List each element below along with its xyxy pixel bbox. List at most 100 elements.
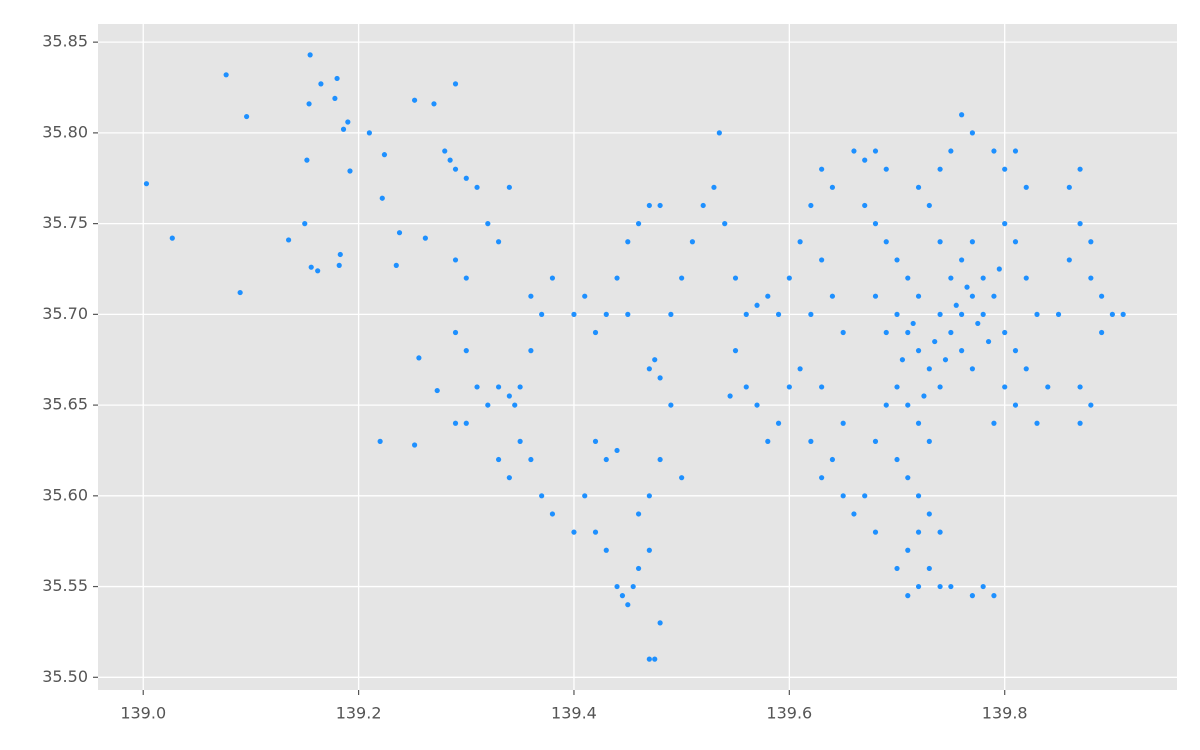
point (862, 157, 868, 163)
point (765, 293, 771, 299)
point (905, 593, 911, 599)
point (775, 311, 782, 317)
point (307, 52, 313, 58)
point (512, 402, 518, 408)
point (819, 166, 825, 172)
point (926, 565, 932, 572)
point (985, 338, 992, 345)
point (905, 402, 911, 408)
point (1109, 311, 1115, 317)
point (379, 195, 385, 201)
point (447, 157, 453, 163)
point (646, 547, 652, 553)
point (237, 289, 243, 296)
point (829, 184, 836, 190)
point (528, 456, 534, 463)
x-tick-label: 139.4 (551, 704, 597, 723)
point (932, 338, 938, 345)
point (975, 320, 981, 327)
point (953, 302, 959, 308)
point (1023, 366, 1029, 372)
point (883, 402, 889, 408)
point (485, 221, 491, 227)
point (452, 329, 459, 336)
point (996, 266, 1002, 272)
point (571, 311, 577, 317)
y-tick-label: 35.85 (42, 32, 88, 51)
point (302, 221, 308, 227)
point (646, 656, 652, 662)
point (689, 239, 696, 245)
point (592, 438, 599, 444)
y-tick-label: 35.50 (42, 667, 88, 686)
point (942, 357, 949, 363)
point (969, 130, 975, 136)
point (506, 393, 512, 399)
point (474, 184, 480, 190)
point (1023, 184, 1029, 190)
point (959, 257, 965, 263)
point (393, 262, 399, 268)
point (452, 420, 459, 426)
point (1066, 257, 1072, 263)
point (991, 420, 997, 426)
point (679, 475, 685, 481)
point (862, 202, 868, 209)
point (463, 348, 469, 354)
point (862, 493, 868, 499)
point (442, 148, 448, 154)
point (905, 475, 911, 481)
point (991, 593, 997, 599)
point (732, 275, 739, 281)
point (416, 355, 422, 361)
plot-background (98, 24, 1177, 690)
point (711, 184, 717, 190)
point (1012, 239, 1019, 245)
point (883, 166, 889, 172)
point (381, 152, 388, 158)
point (727, 393, 733, 399)
point (422, 235, 428, 241)
point (315, 268, 321, 274)
point (539, 311, 545, 317)
point (915, 493, 922, 499)
point (635, 221, 642, 227)
point (657, 375, 663, 381)
point (452, 81, 459, 87)
point (959, 112, 965, 118)
point (463, 275, 469, 281)
point (980, 583, 986, 590)
point (377, 438, 383, 444)
point (829, 456, 836, 463)
point (1023, 275, 1029, 281)
point (899, 357, 906, 363)
point (872, 221, 879, 227)
point (1120, 311, 1126, 317)
point (915, 293, 922, 299)
point (571, 529, 577, 535)
point (347, 168, 353, 174)
point (948, 275, 954, 281)
point (337, 251, 343, 258)
point (517, 384, 523, 390)
point (786, 275, 792, 281)
point (495, 456, 502, 463)
point (528, 348, 534, 354)
point (980, 311, 986, 317)
point (485, 402, 491, 408)
point (619, 593, 626, 599)
point (1002, 221, 1008, 227)
point (1012, 348, 1019, 354)
x-tick-label: 139.6 (766, 704, 812, 723)
point (991, 293, 997, 299)
point (969, 366, 975, 372)
point (646, 202, 652, 209)
point (959, 311, 965, 317)
point (905, 275, 911, 281)
point (937, 311, 943, 317)
point (1088, 239, 1094, 245)
point (592, 329, 599, 336)
point (549, 275, 556, 281)
point (921, 393, 927, 399)
point (1088, 402, 1094, 408)
